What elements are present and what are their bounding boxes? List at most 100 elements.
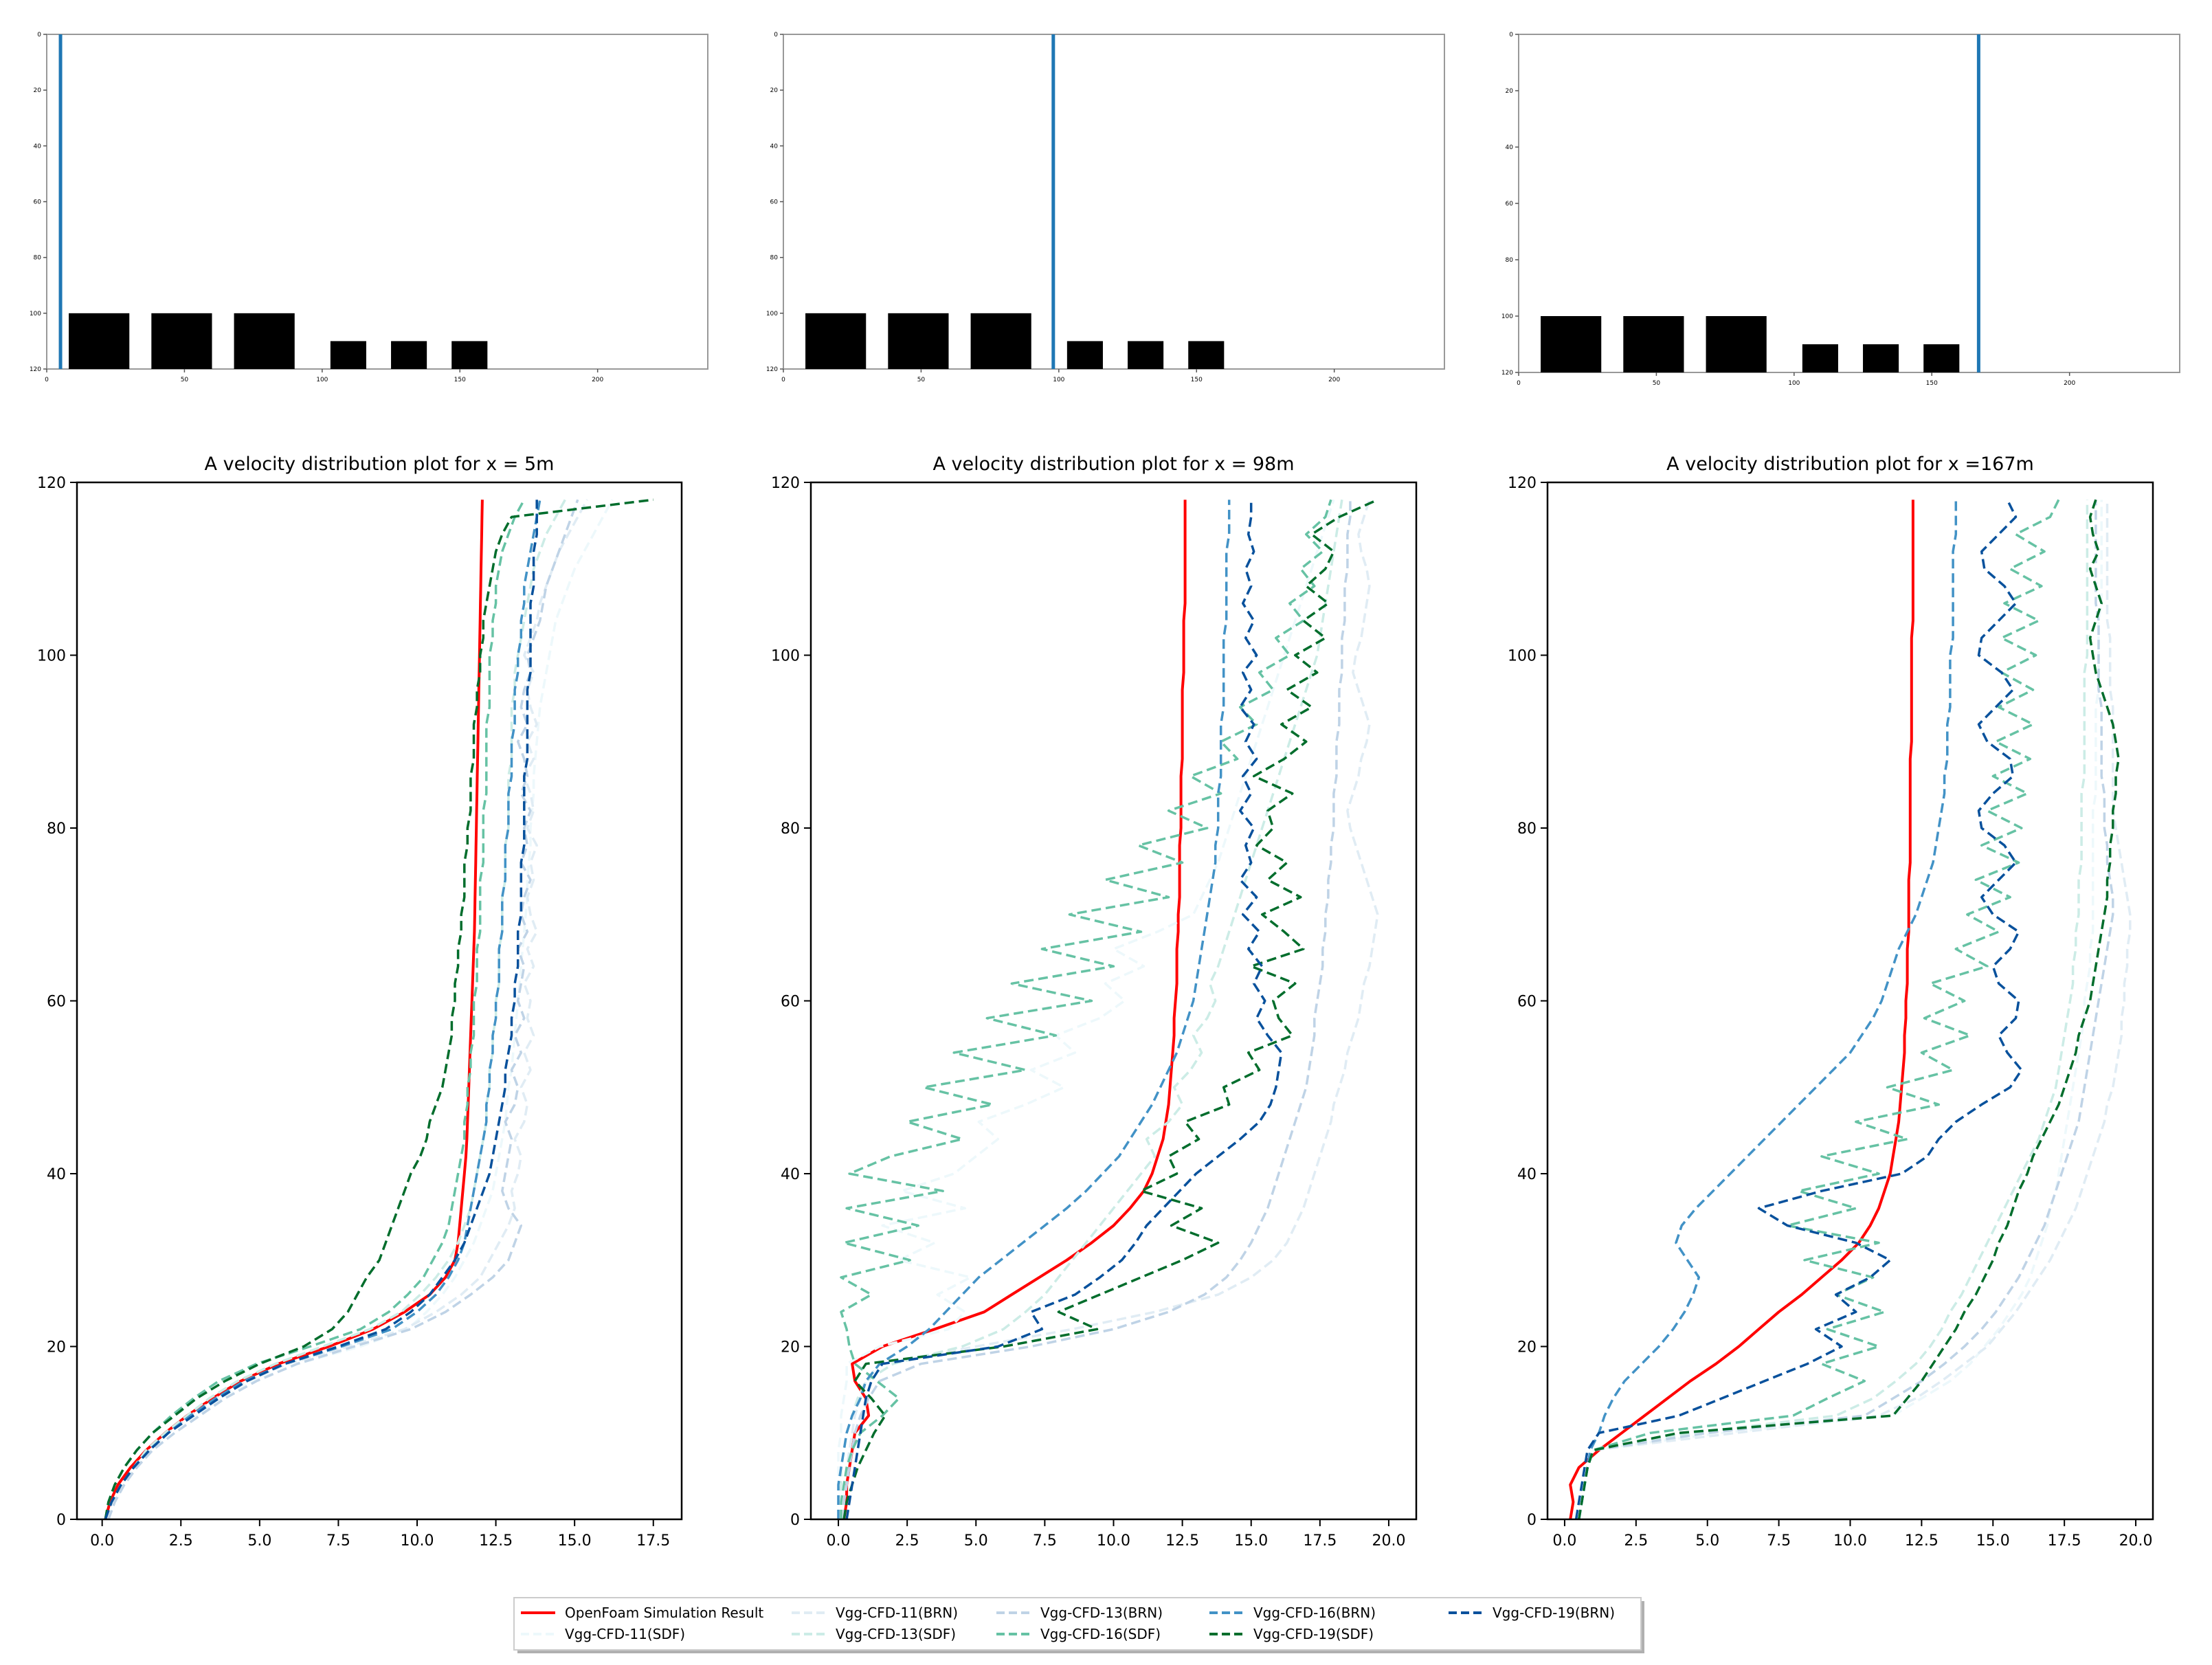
y-tick-label: 100	[766, 311, 778, 317]
y-tick-label: 60	[770, 199, 779, 206]
y-tick-label: 120	[30, 366, 41, 373]
building-bar-6	[1923, 344, 1960, 372]
y-tick-label: 80	[34, 255, 42, 262]
legend-label: Vgg-CFD-16(BRN)	[1253, 1605, 1376, 1621]
y-tick-label: 20	[1506, 88, 1514, 95]
x-tick-label: 12.5	[479, 1532, 513, 1550]
building-bar-2	[1623, 316, 1684, 372]
series-line-1	[1569, 500, 1914, 1519]
x-tick-label: 7.5	[1033, 1532, 1057, 1550]
x-tick-label: 50	[917, 377, 926, 383]
y-tick-label: 0	[37, 32, 41, 38]
velocity-panel-2: A velocity distribution plot for x = 98m…	[771, 454, 1418, 1550]
y-tick-label: 80	[1506, 257, 1514, 264]
x-tick-label: 0	[45, 377, 49, 383]
y-tick-label: 20	[47, 1339, 66, 1356]
series-line-5	[1577, 500, 2114, 1519]
x-tick-label: 7.5	[326, 1532, 350, 1550]
legend-frame	[513, 1597, 1642, 1651]
x-tick-label: 10.0	[1097, 1532, 1130, 1550]
building-bar-1	[1541, 316, 1602, 372]
building-bar-5	[1863, 344, 1899, 372]
y-tick-label: 40	[47, 1166, 66, 1183]
x-tick-label: 200	[592, 377, 603, 383]
series-line-2	[107, 499, 614, 1519]
series-line-3	[1577, 500, 2132, 1519]
geometry-panel-2: 0 50 100 150 200 0 20 40 60 80 100 120	[766, 32, 1445, 383]
series-line-7	[1577, 500, 1958, 1519]
building-bar-2	[151, 313, 212, 369]
geometry-axes-frame	[783, 34, 1445, 370]
y-tick-label: 60	[781, 994, 800, 1011]
geometry-axes-frame	[46, 34, 708, 370]
x-tick-label: 200	[1328, 377, 1340, 383]
y-tick-label: 20	[34, 87, 42, 94]
plot-area	[837, 498, 1379, 1519]
y-tick-label: 120	[1501, 370, 1513, 377]
y-tick-label: 40	[781, 1166, 800, 1183]
legend-label: Vgg-CFD-13(BRN)	[1040, 1605, 1163, 1621]
x-tick-label: 0.0	[827, 1532, 851, 1550]
y-tick-label: 20	[770, 87, 779, 94]
y-tick-label: 40	[770, 143, 779, 150]
legend-label: OpenFoam Simulation Result	[565, 1605, 763, 1621]
series-line-8	[104, 498, 654, 1519]
x-tick-label: 150	[1926, 380, 1938, 387]
y-tick-label: 0	[790, 1512, 800, 1529]
building-bar-1	[69, 313, 130, 369]
building-bar-5	[391, 341, 427, 369]
x-tick-label: 200	[2064, 380, 2075, 387]
y-tick-label: 60	[1506, 201, 1514, 208]
series-line-5	[842, 500, 1352, 1519]
x-tick-label: 10.0	[401, 1532, 434, 1550]
legend-label: Vgg-CFD-11(SDF)	[565, 1626, 685, 1642]
building-bar-4	[330, 341, 366, 369]
y-tick-label: 40	[1506, 144, 1514, 151]
legend-label: Vgg-CFD-19(BRN)	[1493, 1605, 1615, 1621]
legend-label: Vgg-CFD-19(SDF)	[1253, 1626, 1374, 1642]
y-tick-label: 20	[781, 1339, 800, 1356]
legend: OpenFoam Simulation Result Vgg-CFD-11(SDF…	[513, 1597, 1644, 1653]
chart-title: A velocity distribution plot for x = 5m	[205, 454, 555, 475]
x-tick-label: 15.0	[558, 1532, 592, 1550]
x-tick-label: 20.0	[1372, 1532, 1405, 1550]
plot-area	[104, 498, 654, 1519]
y-tick-label: 80	[47, 820, 66, 838]
y-tick-label: 0	[56, 1512, 66, 1529]
x-tick-label: 150	[1191, 377, 1203, 383]
x-tick-label: 0	[1517, 380, 1521, 387]
series-line-9	[104, 500, 538, 1519]
x-tick-label: 12.5	[1165, 1532, 1199, 1550]
x-tick-label: 2.5	[169, 1532, 193, 1550]
chart-title: A velocity distribution plot for x =167m	[1666, 454, 2034, 475]
series-line-3	[107, 499, 589, 1519]
x-tick-label: 100	[316, 377, 328, 383]
y-tick-label: 80	[781, 820, 800, 838]
legend-label: Vgg-CFD-11(BRN)	[836, 1605, 958, 1621]
x-tick-label: 0.0	[1552, 1532, 1576, 1550]
series-line-8	[1577, 499, 2120, 1519]
x-tick-label: 7.5	[1767, 1532, 1791, 1550]
x-tick-label: 20.0	[2119, 1532, 2153, 1550]
y-tick-label: 0	[1527, 1512, 1537, 1529]
building-bar-6	[1188, 341, 1225, 369]
y-tick-label: 60	[34, 199, 42, 206]
y-tick-label: 20	[1517, 1339, 1537, 1356]
y-tick-label: 120	[766, 366, 778, 373]
building-bar-6	[451, 341, 488, 369]
x-tick-label: 5.0	[964, 1532, 988, 1550]
x-tick-label: 100	[1053, 377, 1064, 383]
y-tick-label: 100	[1501, 313, 1513, 320]
y-tick-label: 100	[1508, 648, 1537, 665]
building-bar-4	[1802, 344, 1838, 372]
x-tick-label: 50	[1653, 380, 1661, 387]
series-line-9	[1574, 499, 2023, 1519]
x-tick-label: 15.0	[1234, 1532, 1268, 1550]
series-line-4	[1577, 500, 2089, 1519]
x-tick-label: 12.5	[1905, 1532, 1939, 1550]
x-tick-label: 100	[1788, 380, 1800, 387]
x-tick-label: 17.5	[1303, 1532, 1337, 1550]
building-bar-3	[234, 313, 295, 369]
